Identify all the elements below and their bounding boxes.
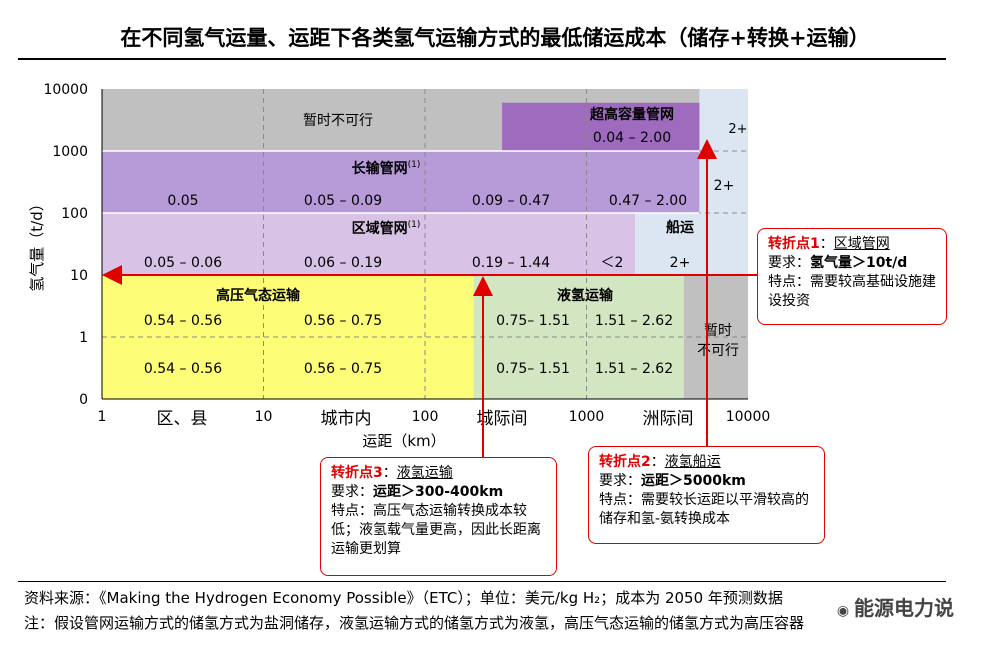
assumption-footnote: 注：假设管网运输方式的储氢方式为盐洞储存，液氢运输方式的储氢方式为液氢，高压气态… — [24, 614, 805, 632]
value-regional-pipeline-2: 0.19 – 1.44 — [472, 255, 550, 271]
callout-1-colon: ： — [819, 236, 834, 252]
label-long-pipeline: 长输管网(1) — [352, 160, 421, 177]
title-divider — [18, 58, 946, 60]
x-tick-label-0: 1 — [98, 409, 107, 425]
x-range-label-0: 区、县 — [157, 409, 208, 429]
callout-turning-point-1: 转折点1：区域管网 要求：氢气量＞10t/d 特点：需要较高基础设施建设投资 — [757, 228, 947, 325]
label-infeasible-top: 暂时不可行 — [303, 113, 373, 129]
value-compressed-gas-2: 0.54 – 0.56 — [144, 361, 222, 377]
y-tick-label-0: 0 — [79, 392, 88, 408]
x-tick-label-2: 100 — [412, 409, 439, 425]
value-liquid-h2-3: 1.51 – 2.62 — [595, 361, 673, 377]
y-tick-label-1: 1 — [79, 330, 88, 346]
watermark: ◉ 能源电力说 — [837, 592, 954, 621]
value-long-pipeline-1: 0.05 – 0.09 — [304, 193, 382, 209]
label-long-pipeline-sup: (1) — [408, 160, 421, 170]
y-tick-label-5: 10000 — [43, 82, 88, 98]
callout-2-name: 液氢船运 — [664, 454, 721, 470]
watermark-text: 能源电力说 — [854, 596, 954, 620]
callout-3-req-label: 要求： — [331, 484, 373, 500]
callout-3-colon: ： — [382, 465, 397, 481]
value-shipping-right-1: 2+ — [714, 178, 735, 194]
value-long-pipeline-3: 0.47 – 2.00 — [609, 193, 687, 209]
footnote-divider — [18, 581, 946, 582]
value-regional-pipeline-1: 0.06 – 0.19 — [304, 255, 382, 271]
label-liquid-h2: 液氢运输 — [557, 287, 614, 304]
callout-2-req-value: 运距＞5000km — [641, 473, 746, 489]
value-shipping: 2+ — [670, 255, 691, 271]
y-axis-title: 氢气量（t/d） — [28, 196, 46, 291]
value-compressed-gas-3: 0.56 – 0.75 — [304, 361, 382, 377]
x-range-label-2: 城际间 — [477, 409, 528, 429]
label-shipping: 船运 — [666, 219, 694, 236]
label-infeasible-right-line2: 不可行 — [697, 343, 739, 359]
x-tick-label-1: 10 — [255, 409, 273, 425]
x-axis-title: 运距（km） — [362, 432, 445, 450]
callout-turning-point-3: 转折点3：液氢运输 要求：运距＞300-400km 特点：高压气态运输转换成本较… — [320, 457, 557, 576]
value-compressed-gas-0: 0.54 – 0.56 — [144, 313, 222, 329]
label-ultra-pipeline: 超高容量管网 — [589, 106, 674, 123]
callout-1-head: 转折点1 — [768, 236, 820, 252]
value-long-pipeline-0: 0.05 — [167, 193, 198, 209]
callout-1-feat-label: 特点： — [768, 274, 810, 290]
callout-2-feat-label: 特点： — [599, 492, 641, 508]
y-tick-label-4: 1000 — [52, 144, 88, 160]
label-compressed-gas: 高压气态运输 — [216, 287, 301, 304]
value-shipping-right-0: 2+ — [728, 122, 747, 137]
callout-3-head: 转折点3 — [331, 465, 383, 481]
x-tick-label-3: 1000 — [569, 409, 605, 425]
value-liquid-h2-1: 1.51 – 2.62 — [595, 313, 673, 329]
value-ultra-pipeline: 0.04 – 2.00 — [593, 130, 671, 146]
callout-2-req-label: 要求： — [599, 473, 641, 489]
value-liquid-h2-2: 0.75– 1.51 — [496, 361, 570, 377]
chart-title: 在不同氢气运量、运距下各类氢气运输方式的最低储运成本（储存+转换+运输） — [120, 26, 870, 50]
label-regional-pipeline: 区域管网(1) — [352, 220, 421, 237]
y-tick-label-3: 100 — [61, 206, 88, 222]
value-regional-pipeline-3: ＜2 — [601, 255, 624, 271]
region-ultra-pipeline — [502, 102, 700, 151]
x-range-label-1: 城市内 — [321, 409, 372, 429]
value-long-pipeline-2: 0.09 – 0.47 — [472, 193, 550, 209]
label-regional-pipeline-sup: (1) — [408, 220, 421, 230]
value-regional-pipeline-0: 0.05 – 0.06 — [144, 255, 222, 271]
y-tick-label-2: 10 — [70, 268, 88, 284]
callout-3-name: 液氢运输 — [396, 465, 453, 481]
callout-2-head: 转折点2 — [599, 454, 651, 470]
callout-turning-point-2: 转折点2：液氢船运 要求：运距＞5000km 特点：需要较长运距以平滑较高的储存… — [588, 446, 825, 544]
source-footnote: 资料来源：《Making the Hydrogen Economy Possib… — [24, 589, 783, 607]
callout-2-feat-text: 需要较长运距以平滑较高的储存和氢-氨转换成本 — [599, 492, 809, 527]
value-liquid-h2-0: 0.75– 1.51 — [496, 313, 570, 329]
value-compressed-gas-1: 0.56 – 0.75 — [304, 313, 382, 329]
label-infeasible-right-line1: 暂时 — [704, 323, 732, 339]
callout-1-req-value: 氢气量＞10t/d — [810, 255, 908, 271]
x-range-label-3: 洲际间 — [643, 409, 694, 429]
callout-3-feat-text: 高压气态运输转换成本较低；液氢载气量更高，因此长距离运输更划算 — [331, 503, 541, 557]
region-shipping — [635, 213, 700, 275]
wechat-icon: ◉ — [836, 603, 854, 619]
callout-1-req-label: 要求： — [768, 255, 810, 271]
x-tick-label-4: 10000 — [726, 409, 771, 425]
region-regional-pipeline — [102, 213, 636, 275]
callout-2-colon: ： — [650, 454, 665, 470]
callout-1-name: 区域管网 — [833, 236, 890, 252]
callout-3-feat-label: 特点： — [331, 503, 373, 519]
callout-1-feat-text: 需要较高基础设施建设投资 — [768, 274, 936, 309]
region-long-pipeline — [102, 151, 700, 213]
callout-3-req-value: 运距＞300-400km — [373, 484, 504, 500]
